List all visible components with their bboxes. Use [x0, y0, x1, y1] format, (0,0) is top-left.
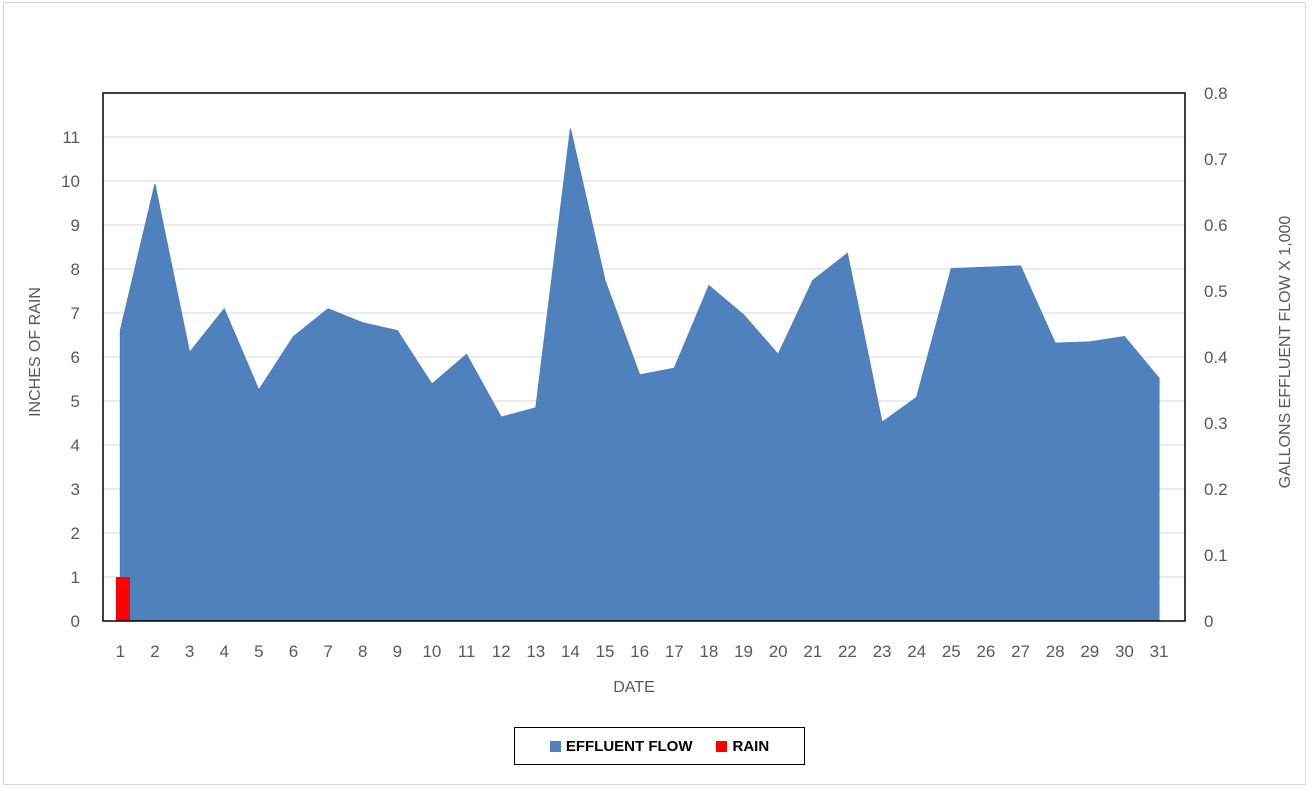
x-tick-label: 10 — [422, 642, 441, 661]
x-tick-label: 16 — [630, 642, 649, 661]
x-tick-label: 30 — [1115, 642, 1134, 661]
y-right-tick-label: 0.2 — [1204, 480, 1228, 499]
legend-label-rain: RAIN — [732, 737, 770, 755]
x-tick-label: 25 — [942, 642, 961, 661]
x-axis-title: DATE — [613, 679, 654, 696]
x-tick-label: 7 — [323, 642, 332, 661]
effluent-flow-area — [119, 128, 1160, 622]
y-right-tick-label: 0.3 — [1204, 414, 1228, 433]
y-left-tick-label: 9 — [71, 216, 80, 235]
y-left-tick-label: 11 — [62, 128, 80, 147]
y-left-tick-label: 4 — [71, 436, 80, 455]
x-tick-label: 27 — [1011, 642, 1030, 661]
x-tick-label: 22 — [838, 642, 857, 661]
legend-swatch-rain — [716, 740, 728, 752]
x-tick-label: 6 — [289, 642, 298, 661]
legend: EFFLUENT FLOW RAIN — [514, 727, 805, 765]
legend-label-effluent-flow: EFFLUENT FLOW — [565, 737, 693, 755]
y-left-tick-label: 1 — [71, 568, 80, 587]
x-tick-label: 23 — [873, 642, 892, 661]
legend-item-effluent-flow: EFFLUENT FLOW — [549, 737, 693, 755]
x-tick-label: 3 — [185, 642, 194, 661]
x-tick-label: 29 — [1080, 642, 1099, 661]
y-right-axis-title: GALLONS EFFLUENT FLOW X 1,000 — [1277, 216, 1294, 489]
x-tick-label: 9 — [393, 642, 402, 661]
rain-bars — [116, 577, 130, 621]
x-tick-label: 12 — [492, 642, 511, 661]
y-left-tick-label: 10 — [61, 172, 80, 191]
x-tick-label: 21 — [803, 642, 822, 661]
x-tick-label: 8 — [358, 642, 367, 661]
y-right-tick-label: 0.5 — [1204, 282, 1228, 301]
x-tick-label: 28 — [1046, 642, 1065, 661]
x-tick-label: 19 — [734, 642, 753, 661]
y-left-tick-label: 7 — [71, 304, 80, 323]
x-tick-labels: 1 2 3 4 5 6 7 8 9 10 11 12 13 14 15 16 17 18 19 20 21 22 23 24 2… — [116, 642, 1169, 661]
effluent-flow-area-path — [119, 128, 1160, 622]
x-tick-label: 1 — [116, 642, 125, 661]
y-left-tick-label: 8 — [71, 260, 80, 279]
legend-swatch-effluent-flow — [549, 740, 561, 752]
rain-bar — [116, 577, 130, 621]
x-tick-label: 14 — [561, 642, 580, 661]
y-right-tick-label: 0.7 — [1204, 150, 1228, 169]
x-tick-label: 26 — [976, 642, 995, 661]
y-left-tick-label: 5 — [71, 392, 80, 411]
plot-border — [102, 92, 1186, 622]
x-tick-label: 15 — [596, 642, 615, 661]
y-right-tick-label: 0.1 — [1204, 546, 1228, 565]
y-right-tick-label: 0.8 — [1204, 84, 1228, 103]
x-tick-label: 2 — [150, 642, 159, 661]
x-tick-label: 11 — [458, 642, 476, 661]
y-left-tick-label: 2 — [71, 524, 80, 543]
y-left-axis-title: INCHES OF RAIN — [27, 287, 44, 417]
x-tick-label: 4 — [219, 642, 228, 661]
x-tick-label: 31 — [1150, 642, 1169, 661]
y-left-tick-labels: 0 1 2 3 4 5 6 7 8 9 10 11 — [61, 128, 80, 631]
x-tick-label: 20 — [769, 642, 788, 661]
x-tick-label: 17 — [665, 642, 684, 661]
x-tick-label: 18 — [699, 642, 718, 661]
y-right-tick-label: 0.4 — [1204, 348, 1228, 367]
x-tick-label: 24 — [907, 642, 926, 661]
y-left-tick-label: 3 — [71, 480, 80, 499]
legend-item-rain: RAIN — [716, 738, 769, 755]
x-tick-label: 5 — [254, 642, 263, 661]
x-tick-label: 13 — [526, 642, 545, 661]
y-right-tick-labels: 0 0.1 0.2 0.3 0.4 0.5 0.6 0.7 0.8 — [1204, 84, 1228, 631]
y-right-tick-label: 0.6 — [1204, 216, 1228, 235]
y-left-tick-label: 6 — [71, 348, 80, 367]
y-left-tick-label: 0 — [71, 612, 80, 631]
y-right-tick-label: 0 — [1204, 612, 1213, 631]
